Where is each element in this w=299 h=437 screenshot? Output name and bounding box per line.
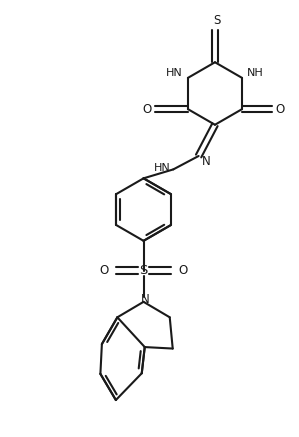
Text: N: N — [202, 155, 210, 168]
Text: O: O — [99, 264, 109, 277]
Text: HN: HN — [166, 68, 183, 77]
Text: S: S — [139, 264, 148, 277]
Text: S: S — [213, 14, 220, 27]
Text: N: N — [141, 293, 150, 306]
Text: O: O — [142, 103, 152, 116]
Text: HN: HN — [154, 163, 170, 173]
Text: O: O — [179, 264, 188, 277]
Text: NH: NH — [247, 68, 264, 77]
Text: O: O — [275, 103, 285, 116]
